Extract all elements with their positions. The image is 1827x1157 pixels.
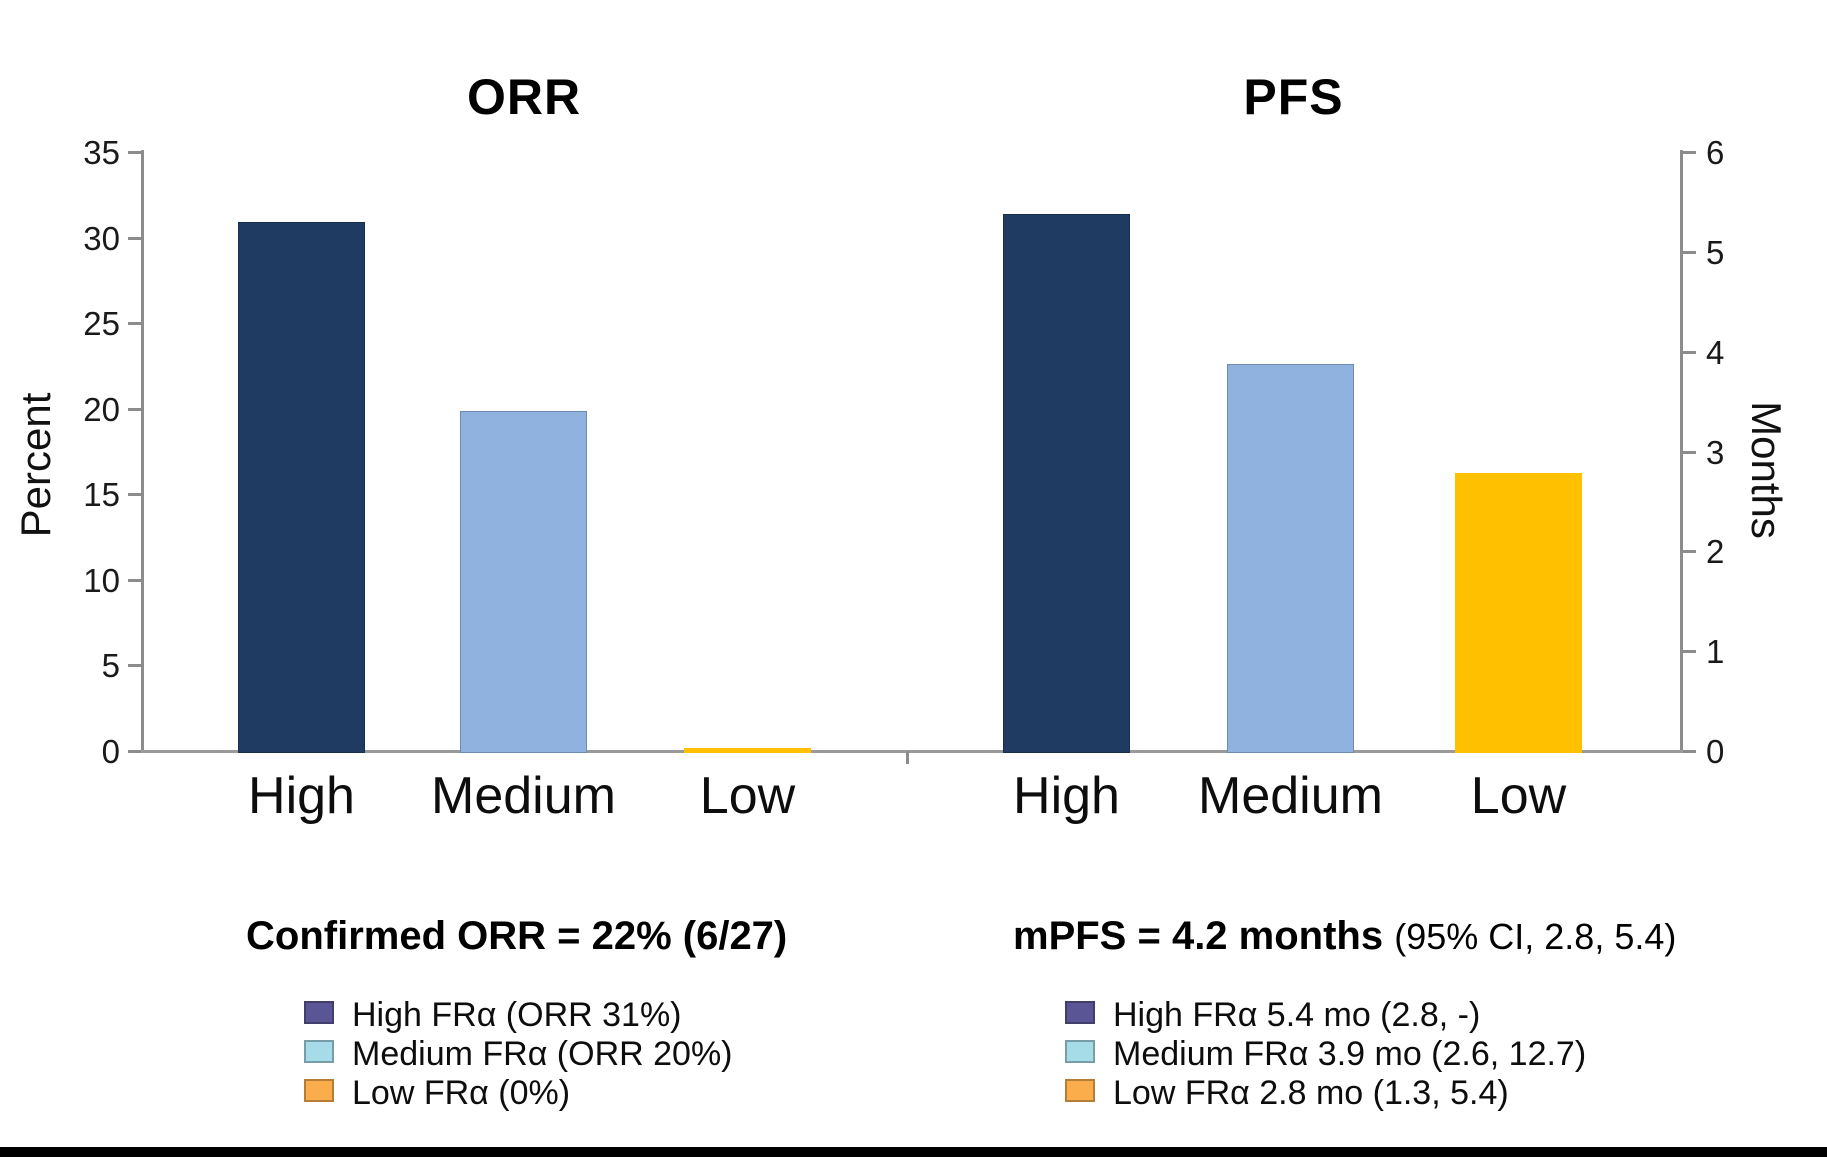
orr-bar-low (684, 748, 811, 753)
y-axis-tick (128, 151, 141, 154)
y-axis-tick-label: 2 (1706, 533, 1725, 570)
pfs-legend-swatch-medium (1065, 1040, 1095, 1063)
orr-category-high: High (248, 767, 355, 825)
orr-bar-high (238, 222, 365, 753)
y-axis-tick-label: 5 (1706, 234, 1725, 271)
y-axis-tick-label: 1 (1706, 633, 1725, 670)
x-axis-boundary-tick (906, 751, 909, 764)
y-axis-tick (128, 322, 141, 325)
orr-legend-label-medium: Medium FRα (ORR 20%) (352, 1035, 733, 1073)
pfs-legend-title-ci: (95% CI, 2.8, 5.4) (1394, 916, 1677, 957)
y-axis-tick-label: 30 (83, 220, 120, 257)
y-axis-tick-label: 3 (1706, 434, 1725, 471)
y-axis-tick-label: 0 (101, 733, 120, 770)
orr-y-axis-title: Percent (12, 392, 59, 538)
y-axis-tick (128, 493, 141, 496)
y-axis-tick (128, 579, 141, 582)
y-axis-tick (1683, 251, 1696, 254)
y-axis-tick-label: 10 (83, 562, 120, 599)
y-axis-tick (1683, 451, 1696, 454)
y-axis-tick-label: 0 (1706, 733, 1725, 770)
pfs-legend-label-low: Low FRα 2.8 mo (1.3, 5.4) (1113, 1074, 1509, 1112)
y-axis-tick (128, 408, 141, 411)
y-axis-tick-label: 25 (83, 305, 120, 342)
y-axis-tick (1683, 351, 1696, 354)
orr-bar-medium (460, 411, 587, 753)
pfs-legend-label-medium: Medium FRα 3.9 mo (2.6, 12.7) (1113, 1035, 1587, 1073)
orr-legend-title: Confirmed ORR = 22% (6/27) (246, 914, 788, 958)
y-axis-tick (128, 750, 141, 753)
pfs-legend-swatch-high (1065, 1001, 1095, 1024)
orr-category-medium: Medium (431, 767, 616, 825)
pfs-bar-high (1003, 214, 1130, 753)
pfs-bar-medium (1227, 364, 1354, 753)
y-axis-tick (1683, 550, 1696, 553)
y-axis-tick (128, 237, 141, 240)
pfs-category-low: Low (1470, 767, 1567, 825)
y-axis-tick-label: 35 (83, 134, 120, 171)
pfs-legend-title-bold: mPFS = 4.2 months (1013, 914, 1384, 958)
pfs-category-medium: Medium (1198, 767, 1383, 825)
bottom-border-bar (0, 1147, 1827, 1157)
orr-legend-label-low: Low FRα (0%) (352, 1074, 571, 1112)
y-axis-tick (1683, 151, 1696, 154)
orr-y-axis-line (141, 150, 144, 753)
y-axis-tick-label: 4 (1706, 334, 1725, 371)
orr-legend-swatch-low (304, 1079, 334, 1102)
pfs-bar-low (1455, 473, 1582, 753)
pfs-y-axis-line (1680, 150, 1683, 753)
y-axis-tick-label: 20 (83, 391, 120, 428)
y-axis-tick (1683, 650, 1696, 653)
orr-legend-swatch-medium (304, 1040, 334, 1063)
pfs-legend-swatch-low (1065, 1079, 1095, 1102)
pfs-category-high: High (1013, 767, 1120, 825)
y-axis-tick (1683, 750, 1696, 753)
y-axis-tick-label: 5 (101, 647, 120, 684)
pfs-legend-label-high: High FRα 5.4 mo (2.8, -) (1113, 996, 1481, 1034)
x-axis-line (141, 750, 1683, 753)
orr-chart-title: ORR (466, 69, 582, 125)
y-axis-tick-label: 6 (1706, 134, 1725, 171)
orr-category-low: Low (699, 767, 796, 825)
orr-legend-label-high: High FRα (ORR 31%) (352, 996, 682, 1034)
y-axis-tick (128, 664, 141, 667)
pfs-chart-title: PFS (1243, 69, 1344, 125)
y-axis-tick-label: 15 (83, 476, 120, 513)
pfs-y-axis-title: Months (1743, 401, 1790, 539)
pfs-legend-title: mPFS = 4.2 months (95% CI, 2.8, 5.4) (1013, 914, 1676, 959)
orr-legend-swatch-high (304, 1001, 334, 1024)
